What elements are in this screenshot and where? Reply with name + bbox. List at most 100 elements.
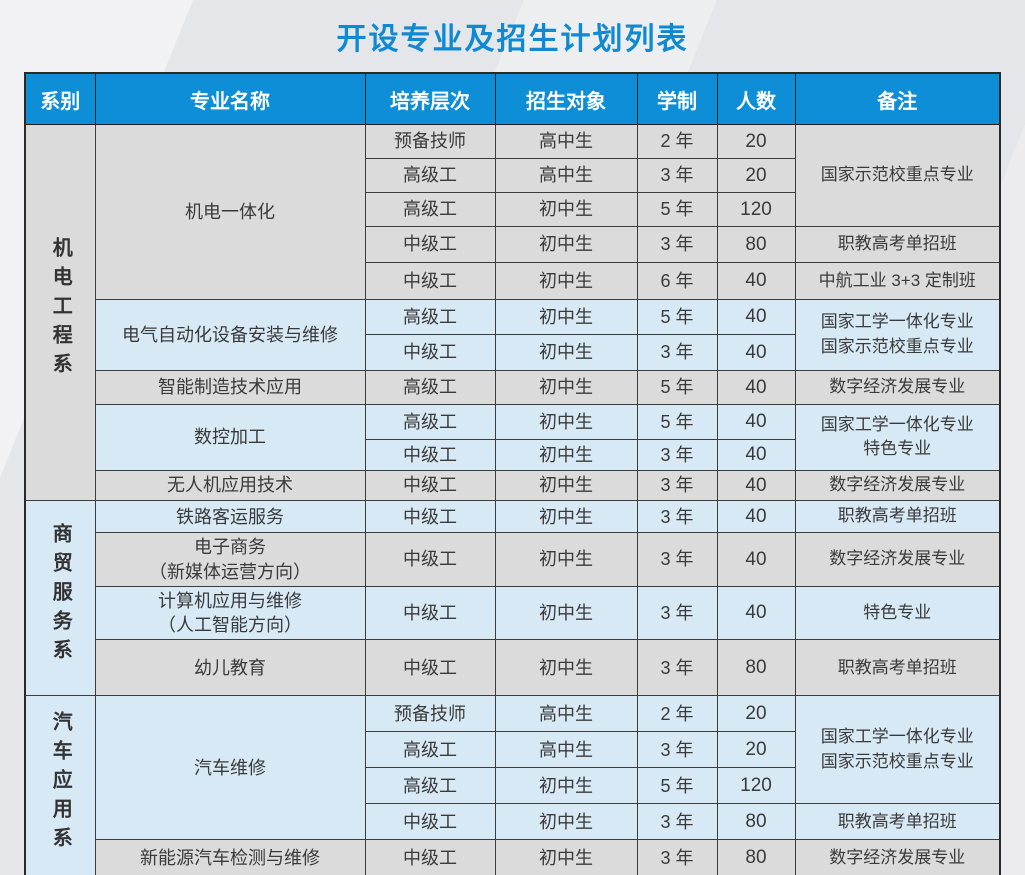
note-cell: 国家工学一体化专业 国家示范校重点专业	[794, 299, 1001, 371]
duration-cell: 5 年	[636, 299, 718, 335]
table-row: 无人机应用技术 中级工 初中生 3 年 40 数字经济发展专业	[25, 469, 1001, 502]
major-cell: 新能源汽车检测与维修	[94, 839, 366, 875]
count-cell: 40	[716, 439, 796, 471]
target-cell: 高中生	[494, 124, 638, 159]
target-cell: 初中生	[494, 192, 638, 227]
major-cell: 铁路客运服务	[94, 500, 366, 534]
major-cell: 机电一体化	[94, 124, 366, 300]
table-row: 新能源汽车检测与维修 中级工 初中生 3 年 80 数字经济发展专业	[25, 839, 1001, 875]
target-cell: 高中生	[494, 158, 638, 193]
target-cell: 初中生	[494, 469, 638, 502]
duration-cell: 3 年	[636, 731, 718, 769]
table-row: 高级工 初中生 5 年 120	[25, 192, 1000, 227]
duration-cell: 3 年	[636, 803, 718, 841]
count-cell: 80	[716, 839, 796, 875]
table-row: 高级工 初中生 5 年 120	[25, 767, 1000, 805]
note-cell: 国家示范校重点专业	[794, 124, 1001, 227]
level-cell: 中级工	[364, 839, 496, 875]
level-cell: 预备技师	[364, 695, 496, 733]
col-header-target: 招生对象	[494, 72, 638, 125]
target-cell: 初中生	[494, 639, 638, 697]
duration-cell: 3 年	[636, 469, 718, 502]
target-cell: 初中生	[494, 532, 638, 587]
major-cell: 电气自动化设备安装与维修	[94, 299, 366, 371]
level-cell: 中级工	[364, 262, 496, 300]
level-cell: 高级工	[364, 731, 496, 769]
level-cell: 高级工	[364, 299, 496, 335]
note-cell: 职教高考单招班	[794, 803, 1001, 841]
target-cell: 高中生	[494, 731, 638, 769]
page-title: 开设专业及招生计划列表	[336, 23, 689, 56]
duration-cell: 2 年	[636, 124, 718, 159]
count-cell: 40	[716, 469, 796, 502]
note-cell: 职教高考单招班	[794, 226, 1001, 263]
table-row: 中级工 初中生 6 年 40 中航工业 3+3 定制班	[25, 262, 1001, 300]
note-cell: 职教高考单招班	[794, 639, 1001, 697]
target-cell: 初中生	[494, 334, 638, 371]
duration-cell: 5 年	[636, 192, 718, 227]
target-cell: 初中生	[494, 262, 638, 300]
count-cell: 80	[716, 803, 796, 841]
count-cell: 40	[716, 262, 796, 300]
duration-cell: 3 年	[636, 839, 718, 875]
col-header-major: 专业名称	[94, 72, 366, 125]
target-cell: 初中生	[494, 585, 638, 641]
duration-cell: 3 年	[636, 585, 718, 641]
level-cell: 中级工	[364, 334, 496, 371]
level-cell: 中级工	[364, 639, 496, 697]
col-header-note: 备注	[794, 72, 1001, 125]
col-header-department: 系别	[24, 72, 96, 125]
duration-cell: 3 年	[636, 439, 718, 471]
duration-cell: 3 年	[636, 226, 718, 263]
header-row: 系别 专业名称 培养层次 招生对象 学制 人数 备注	[24, 72, 1001, 125]
duration-cell: 3 年	[636, 532, 718, 587]
level-cell: 高级工	[364, 370, 496, 405]
duration-cell: 5 年	[636, 767, 718, 805]
department-label: 商贸服务系	[49, 522, 72, 668]
level-cell: 中级工	[364, 226, 496, 263]
note-cell: 特色专业	[794, 585, 1001, 641]
target-cell: 初中生	[494, 500, 638, 534]
major-cell: 汽车维修	[94, 695, 366, 841]
count-cell: 40	[716, 404, 796, 440]
level-cell: 中级工	[364, 500, 496, 534]
level-cell: 中级工	[364, 532, 496, 587]
duration-cell: 3 年	[636, 158, 718, 193]
level-cell: 高级工	[364, 767, 496, 805]
note-cell: 数字经济发展专业	[794, 839, 1001, 875]
target-cell: 初中生	[494, 226, 638, 263]
duration-cell: 3 年	[636, 639, 718, 697]
enrollment-plan-table: 系别 专业名称 培养层次 招生对象 学制 人数 备注 机电工程系 机电一体化 预…	[24, 72, 1001, 875]
count-cell: 120	[716, 767, 796, 805]
count-cell: 20	[716, 158, 796, 193]
count-cell: 40	[716, 370, 796, 405]
level-cell: 中级工	[364, 803, 496, 841]
target-cell: 初中生	[494, 404, 638, 440]
major-cell: 智能制造技术应用	[94, 370, 366, 405]
count-cell: 20	[716, 731, 796, 769]
table-row: 计算机应用与维修 （人工智能方向） 中级工 初中生 3 年 40 特色专业	[25, 585, 1001, 641]
count-cell: 20	[716, 124, 796, 159]
duration-cell: 2 年	[636, 695, 718, 733]
count-cell: 80	[716, 639, 796, 697]
department-cell: 商贸服务系	[24, 500, 96, 697]
col-header-count: 人数	[716, 72, 796, 125]
table-row: 电气自动化设备安装与维修 高级工 初中生 5 年 40 国家工学一体化专业 国家…	[25, 299, 1001, 371]
duration-cell: 3 年	[636, 334, 718, 371]
major-cell: 无人机应用技术	[94, 469, 366, 502]
duration-cell: 3 年	[636, 500, 718, 534]
table-row: 中级工 初中生 3 年 80 职教高考单招班	[25, 226, 1001, 263]
note-cell: 数字经济发展专业	[794, 469, 1001, 502]
target-cell: 初中生	[494, 370, 638, 405]
table-row: 中级工 初中生 3 年 40	[25, 439, 1000, 471]
target-cell: 初中生	[494, 803, 638, 841]
count-cell: 80	[716, 226, 796, 263]
table-row: 中级工 初中生 3 年 40	[25, 334, 1000, 371]
table-row: 汽车应用系 汽车维修 预备技师 高中生 2 年 20 国家工学一体化专业 国家示…	[24, 695, 1001, 875]
count-cell: 120	[716, 192, 796, 227]
duration-cell: 5 年	[636, 404, 718, 440]
table-row: 幼儿教育 中级工 初中生 3 年 80 职教高考单招班	[25, 639, 1001, 697]
note-cell: 国家工学一体化专业 特色专业	[794, 404, 1001, 471]
duration-cell: 6 年	[636, 262, 718, 300]
